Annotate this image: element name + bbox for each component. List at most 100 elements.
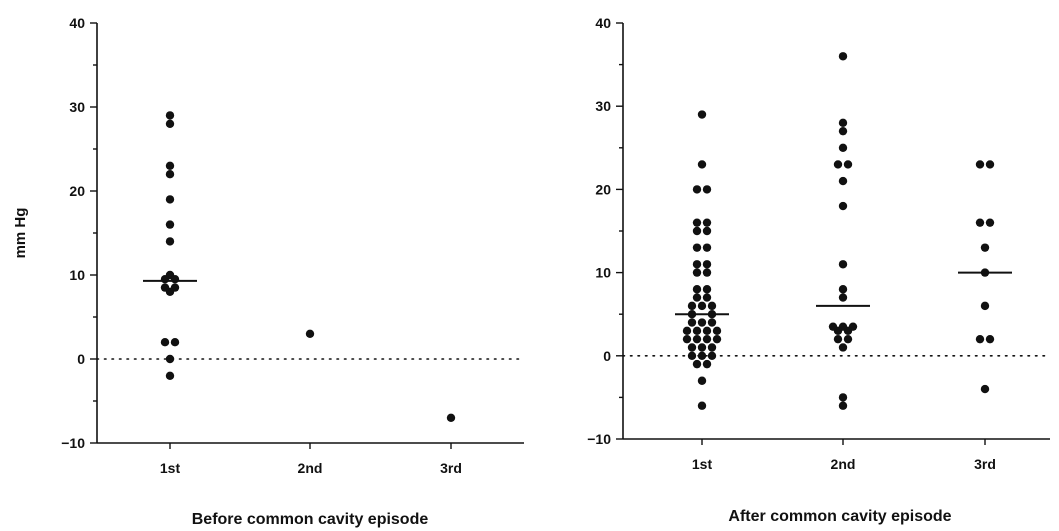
data-point bbox=[838, 126, 848, 136]
y-tick-label: −10 bbox=[587, 431, 611, 447]
x-tick-label: 2nd bbox=[831, 456, 856, 472]
data-point bbox=[697, 351, 707, 360]
data-point bbox=[702, 293, 712, 302]
data-point bbox=[165, 161, 175, 170]
data-point bbox=[702, 326, 712, 336]
data-point bbox=[692, 268, 702, 277]
data-point bbox=[697, 110, 707, 119]
data-point bbox=[838, 201, 848, 211]
data-point bbox=[975, 334, 985, 344]
data-point bbox=[697, 401, 707, 410]
data-point bbox=[165, 119, 175, 128]
data-point bbox=[707, 301, 717, 311]
data-point bbox=[975, 160, 985, 169]
data-point bbox=[838, 393, 848, 402]
data-point bbox=[985, 160, 995, 169]
data-point bbox=[838, 52, 848, 61]
data-point bbox=[843, 334, 853, 344]
panel-after: −10 0 10 20 30 40 1st 2nd 3rd After common cavity… bbox=[587, 15, 1051, 525]
data-point bbox=[446, 413, 456, 422]
data-point bbox=[687, 318, 697, 327]
data-point bbox=[692, 359, 702, 369]
data-point bbox=[305, 329, 315, 338]
data-point bbox=[697, 301, 707, 311]
y-tick-label: 0 bbox=[603, 348, 611, 364]
y-tick-label: 10 bbox=[69, 267, 85, 283]
y-tick-label: 20 bbox=[69, 183, 85, 199]
data-point bbox=[165, 195, 175, 204]
data-point bbox=[702, 334, 712, 344]
data-point bbox=[692, 260, 702, 269]
data-point bbox=[702, 285, 712, 294]
data-point bbox=[687, 301, 697, 311]
data-point bbox=[702, 185, 712, 194]
data-point bbox=[838, 143, 848, 152]
data-point bbox=[687, 351, 697, 360]
data-point bbox=[682, 334, 692, 344]
data-point bbox=[702, 243, 712, 252]
data-point bbox=[702, 260, 712, 269]
data-point bbox=[985, 334, 995, 344]
data-point bbox=[838, 118, 848, 128]
data-point bbox=[712, 334, 722, 344]
data-point bbox=[707, 351, 717, 360]
data-point bbox=[833, 334, 843, 344]
x-tick-label: 3rd bbox=[974, 456, 996, 472]
y-tick-label: 40 bbox=[595, 15, 611, 31]
data-point bbox=[692, 326, 702, 336]
data-point bbox=[843, 326, 853, 336]
x-tick-label: 1st bbox=[160, 460, 181, 476]
data-point bbox=[682, 326, 692, 336]
data-point bbox=[985, 218, 995, 227]
data-point bbox=[687, 343, 697, 352]
data-point bbox=[980, 243, 990, 252]
data-point bbox=[838, 260, 848, 269]
data-point bbox=[712, 326, 722, 336]
x-tick-label: 2nd bbox=[298, 460, 323, 476]
data-point bbox=[170, 338, 180, 347]
y-tick-label: 40 bbox=[69, 15, 85, 31]
data-point bbox=[697, 160, 707, 169]
data-point bbox=[838, 176, 848, 186]
data-point bbox=[165, 354, 175, 364]
data-point bbox=[692, 185, 702, 194]
data-point bbox=[160, 275, 170, 284]
data-point bbox=[692, 218, 702, 227]
data-point bbox=[170, 275, 180, 284]
data-point bbox=[692, 285, 702, 294]
data-point bbox=[838, 343, 848, 352]
data-point bbox=[165, 111, 175, 120]
data-point bbox=[165, 170, 175, 179]
data-point bbox=[165, 371, 175, 380]
data-point bbox=[838, 285, 848, 294]
data-point bbox=[697, 343, 707, 352]
data-point bbox=[707, 318, 717, 327]
data-point bbox=[833, 160, 843, 169]
y-tick-label: 20 bbox=[595, 181, 611, 197]
data-point bbox=[975, 218, 985, 227]
data-point bbox=[833, 326, 843, 336]
data-point bbox=[697, 318, 707, 327]
data-point bbox=[165, 287, 175, 296]
panel-caption: Before common cavity episode bbox=[192, 511, 429, 528]
x-tick-label: 1st bbox=[692, 456, 713, 472]
data-point bbox=[707, 343, 717, 352]
data-point bbox=[843, 160, 853, 169]
data-point bbox=[160, 338, 170, 347]
data-point bbox=[838, 293, 848, 302]
data-point bbox=[692, 334, 702, 344]
y-tick-label: 30 bbox=[69, 99, 85, 115]
y-tick-label: 30 bbox=[595, 98, 611, 114]
data-point bbox=[702, 268, 712, 277]
data-point bbox=[692, 293, 702, 302]
data-point bbox=[692, 226, 702, 236]
data-point bbox=[165, 237, 175, 246]
panel-caption: After common cavity episode bbox=[728, 508, 951, 525]
data-point bbox=[702, 218, 712, 227]
panel-before: −10 0 10 20 30 40 1st 2nd 3rd mm Hg Before common … bbox=[12, 15, 525, 528]
data-point bbox=[165, 220, 175, 229]
data-point bbox=[838, 401, 848, 410]
y-axis-title: mm Hg bbox=[12, 208, 29, 259]
y-tick-label: −10 bbox=[61, 435, 85, 451]
